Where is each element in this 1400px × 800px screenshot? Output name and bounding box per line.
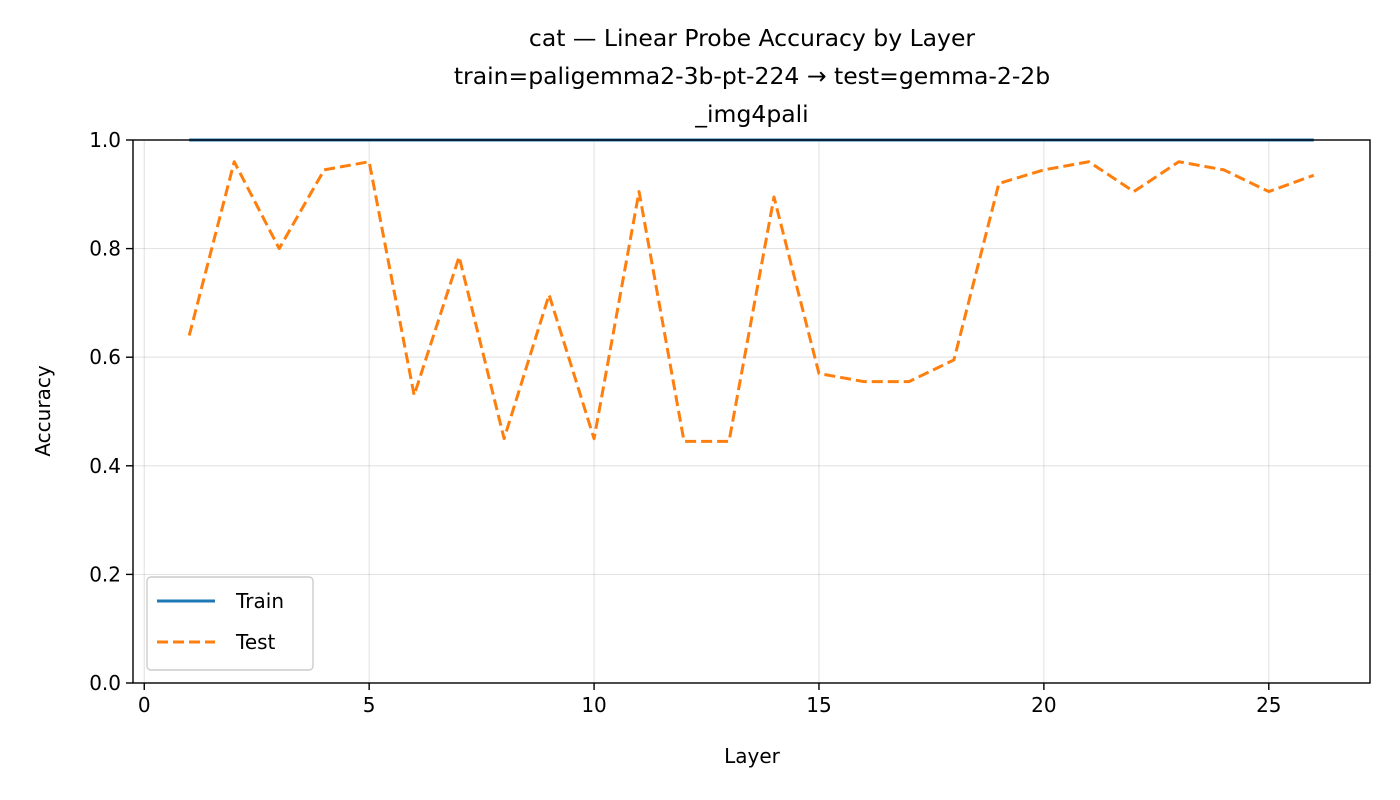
y-tick-label: 0.8	[89, 237, 121, 261]
x-tick-label: 25	[1256, 693, 1281, 717]
legend-label-test: Test	[235, 630, 276, 654]
y-axis: 0.0 0.2 0.4 0.6 0.8 1.0	[89, 128, 133, 695]
y-tick-label: 0.4	[89, 454, 121, 478]
y-axis-label: Accuracy	[31, 365, 55, 456]
plot-frame	[132, 139, 1371, 684]
y-tick-label: 0.6	[89, 345, 121, 369]
chart-title-line-2: train=paligemma2-3b-pt-224 → test=gemma-…	[454, 62, 1050, 90]
x-axis-label: Layer	[724, 744, 781, 768]
y-tick-label: 0.2	[89, 562, 121, 586]
series-line-test	[187, 160, 1315, 443]
x-tick-label: 20	[1031, 693, 1056, 717]
x-tick-label: 0	[138, 693, 151, 717]
legend-label-train: Train	[235, 589, 284, 613]
legend-box	[146, 576, 314, 671]
y-tick-label: 0.0	[89, 671, 121, 695]
x-tick-label: 5	[363, 693, 376, 717]
chart-title-line-3: _img4pali	[694, 100, 808, 128]
legend: Train Test	[146, 576, 314, 671]
x-tick-label: 15	[806, 693, 831, 717]
y-tick-label: 1.0	[89, 128, 121, 152]
x-tick-label: 10	[581, 693, 606, 717]
chart-title-line-1: cat — Linear Probe Accuracy by Layer	[529, 24, 976, 52]
x-axis: 0 5 10 15 20 25	[138, 683, 1282, 717]
